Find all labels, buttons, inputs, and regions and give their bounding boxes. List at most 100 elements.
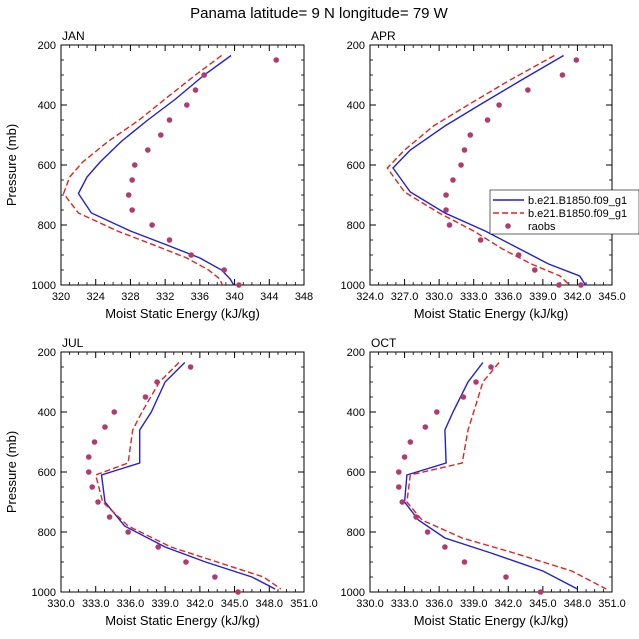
raobs-point (183, 559, 189, 565)
raobs-point (422, 424, 429, 430)
panel-jul: JUL 330.0 333.0 336.0 339.0 342.0 345.0 348.0 35… (4, 336, 318, 628)
plot-frame (369, 351, 613, 593)
raobs-point (154, 379, 160, 385)
x-tick-label: 345.0 (598, 291, 626, 303)
y-tick-label: 600 (347, 160, 365, 172)
x-tick-label: 339.0 (151, 598, 179, 610)
x-tick-label: 345.0 (221, 598, 249, 610)
x-tick-label: 348 (295, 291, 313, 303)
panel-oct: OCT 330.0 333.0 336.0 339.0 342.0 345.0 348.0 35… (341, 336, 626, 628)
panel-title: JUL (62, 336, 84, 350)
x-tick-label: 339.0 (460, 598, 488, 610)
raobs-point (129, 177, 135, 183)
panel-title: JAN (62, 29, 85, 43)
panel-jan: JAN 320 324 328 332 336 340 344 348 200 400 600 800 1… (4, 29, 313, 321)
y-tick-label: 200 (38, 40, 56, 52)
raobs-point (158, 132, 164, 138)
x-tick-label: 342.0 (186, 598, 214, 610)
y-tick-label: 200 (347, 347, 365, 359)
raobs-point (166, 117, 173, 123)
raobs-point (106, 514, 113, 520)
raobs-point (559, 72, 566, 78)
raobs-point (89, 484, 96, 490)
y-axis-label: Pressure (mb) (4, 431, 19, 513)
raobs-point (111, 409, 118, 415)
model-line-solid (77, 54, 235, 286)
legend-label: b.e21.B1850.f09_g1 (528, 195, 627, 207)
x-tick-label: 336.0 (495, 291, 523, 303)
raobs-point (573, 57, 580, 63)
y-tick-label: 600 (38, 467, 56, 479)
raobs-point (85, 454, 92, 460)
raobs-point (461, 147, 468, 153)
x-tick-label: 342.0 (564, 291, 592, 303)
y-tick-label: 400 (347, 100, 365, 112)
raobs-point (201, 72, 207, 78)
plot-frame (60, 351, 305, 593)
raobs-point (484, 117, 491, 123)
raobs-point (184, 102, 190, 108)
raobs-point (473, 379, 479, 385)
x-tick-label: 333.0 (391, 598, 419, 610)
raobs-point (166, 237, 173, 243)
raobs-point (443, 192, 449, 198)
raobs-point (192, 87, 199, 93)
raobs-point (125, 529, 131, 535)
x-tick-label: 336 (191, 291, 209, 303)
raobs-point (188, 252, 194, 258)
raobs-point (235, 589, 241, 595)
model-line-dashed (62, 54, 224, 286)
raobs-point (556, 282, 562, 288)
plot-frame (369, 44, 613, 286)
raobs-point (187, 364, 194, 370)
x-tick-label: 336.0 (425, 598, 453, 610)
y-tick-label: 400 (38, 407, 56, 419)
x-tick-label: 330.0 (47, 598, 75, 610)
model-line-dashed (94, 362, 282, 590)
x-tick-label: 348.0 (564, 598, 592, 610)
raobs-point (503, 574, 509, 580)
raobs-point (144, 147, 151, 153)
raobs-point (155, 544, 161, 550)
y-tick-label: 1000 (32, 280, 56, 292)
x-tick-label: 339.0 (529, 291, 557, 303)
x-axis-label: Moist Static Energy (kJ/kg) (414, 613, 569, 628)
x-tick-label: 330.0 (425, 291, 453, 303)
x-tick-label: 333.0 (460, 291, 488, 303)
x-tick-label: 324 (87, 291, 105, 303)
panels: JAN 320 324 328 332 336 340 344 348 200 400 600 800 1… (4, 29, 626, 628)
x-tick-label: 348.0 (256, 598, 284, 610)
raobs-point (91, 439, 98, 445)
y-tick-label: 800 (38, 527, 56, 539)
raobs-point (142, 394, 149, 400)
x-axis-label: Moist Static Energy (kJ/kg) (105, 613, 260, 628)
y-tick-label: 1000 (341, 587, 365, 599)
legend: b.e21.B1850.f09_g1b.e21.B1850.f09_g1raob… (489, 189, 639, 235)
legend-label: b.e21.B1850.f09_g1 (528, 208, 627, 220)
raobs-point (434, 409, 440, 415)
y-tick-label: 800 (347, 220, 365, 232)
raobs-point (442, 544, 448, 550)
panel-title: APR (371, 29, 396, 43)
model-line-solid (392, 54, 587, 286)
x-tick-label: 324.0 (356, 291, 384, 303)
raobs-point (401, 454, 408, 460)
x-tick-label: 345.0 (529, 598, 557, 610)
raobs-point (450, 177, 456, 183)
raobs-point (467, 132, 474, 138)
raobs-point (525, 87, 531, 93)
x-axis-label: Moist Static Energy (kJ/kg) (414, 306, 569, 321)
raobs-point (446, 222, 453, 228)
y-tick-label: 800 (347, 527, 365, 539)
raobs-point (443, 207, 449, 213)
raobs-point (515, 252, 522, 258)
x-tick-label: 351.0 (290, 598, 318, 610)
raobs-point (477, 237, 484, 243)
raobs-point (399, 499, 406, 505)
raobs-point (129, 207, 135, 213)
raobs-point (531, 267, 538, 273)
raobs-point (488, 364, 494, 370)
raobs-point (131, 162, 138, 168)
x-tick-label: 332 (156, 291, 174, 303)
